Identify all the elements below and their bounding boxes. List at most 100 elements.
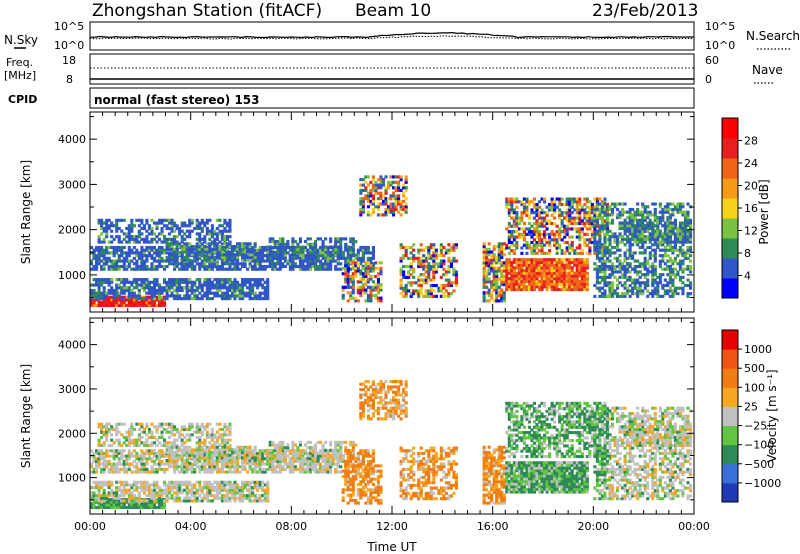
power-cell	[208, 237, 212, 241]
power-cell	[371, 288, 375, 292]
power-cell	[621, 207, 625, 212]
power-cell	[392, 194, 396, 198]
power-cell	[132, 286, 136, 290]
power-cell	[595, 286, 599, 290]
power-cell	[228, 267, 232, 271]
power-cell	[615, 248, 620, 252]
power-cell	[407, 256, 411, 260]
power-cell	[636, 229, 640, 233]
power-cell	[266, 254, 270, 258]
power-cell	[346, 264, 350, 269]
power-cell	[482, 285, 486, 289]
power-cell	[135, 267, 139, 271]
power-cell	[180, 258, 184, 262]
power-cell	[688, 248, 693, 252]
power-cell	[261, 251, 265, 255]
power-cell	[565, 224, 569, 228]
power-cell	[668, 245, 672, 250]
power-cell	[663, 278, 667, 282]
power-cell	[198, 221, 202, 225]
power-cell	[545, 266, 549, 270]
velocity-cell	[100, 503, 104, 507]
power-cell	[412, 243, 416, 247]
power-cell	[618, 294, 622, 298]
power-cell	[598, 197, 602, 201]
power-cell	[356, 299, 360, 303]
velocity-cell	[208, 483, 212, 487]
power-cell	[130, 251, 134, 255]
velocity-cell	[155, 498, 159, 502]
power-cell	[583, 216, 587, 220]
power-cell	[497, 242, 501, 246]
power-cell	[485, 261, 489, 265]
power-cell	[500, 253, 504, 257]
power-cell	[553, 258, 557, 262]
velocity-cell	[160, 488, 164, 492]
power-cell	[621, 292, 625, 296]
power-cell	[183, 264, 187, 269]
power-cell	[532, 288, 537, 292]
velocity-cell	[117, 500, 121, 504]
power-cell	[595, 248, 599, 252]
power-cell	[208, 280, 212, 284]
power-cell	[185, 262, 189, 266]
power-cell	[610, 289, 615, 293]
power-cell	[228, 288, 232, 293]
power-cell	[228, 229, 232, 233]
power-cell	[555, 277, 559, 281]
power-cell	[628, 283, 632, 288]
power-cell	[603, 207, 607, 212]
power-cell	[560, 221, 564, 226]
power-cell	[563, 269, 567, 273]
power-cell	[626, 216, 630, 220]
power-cell	[656, 292, 660, 296]
power-cell	[527, 279, 532, 283]
power-cell	[656, 216, 660, 220]
power-cell	[653, 278, 657, 282]
power-cell	[266, 280, 270, 284]
power-cell	[120, 245, 124, 250]
power-cell	[676, 210, 680, 214]
power-cell	[688, 221, 693, 225]
power-cell	[545, 282, 549, 286]
power-cell	[520, 200, 524, 204]
power-cell	[155, 280, 159, 284]
power-cell	[492, 258, 496, 262]
power-cell	[631, 254, 635, 258]
power-cell	[205, 297, 209, 301]
power-cell	[573, 258, 577, 262]
power-cell	[241, 245, 245, 249]
power-cell	[485, 264, 489, 268]
power-cell	[223, 283, 227, 287]
power-cell	[527, 288, 532, 292]
power-cell	[276, 253, 280, 257]
power-cell	[643, 267, 647, 271]
power-cell	[485, 258, 489, 262]
power-cell	[515, 224, 519, 228]
power-cell	[326, 259, 330, 263]
power-cell	[578, 219, 582, 223]
power-cell	[578, 211, 582, 215]
power-cell	[185, 288, 189, 293]
power-cell	[165, 224, 169, 228]
power-cell	[145, 254, 149, 258]
power-cell	[605, 202, 610, 207]
power-cell	[394, 207, 398, 212]
power-cell	[404, 178, 408, 182]
power-cell	[492, 255, 496, 260]
power-cell	[621, 262, 625, 266]
power-cell	[686, 202, 690, 206]
velocity-cell	[122, 503, 126, 507]
power-cell	[110, 264, 114, 269]
power-cell	[623, 224, 627, 228]
power-cell	[110, 303, 114, 307]
power-cell	[266, 286, 270, 290]
power-cell	[397, 197, 401, 201]
power-cell	[565, 240, 569, 245]
power-cell	[183, 237, 187, 241]
power-cell	[442, 267, 446, 271]
power-cell	[505, 197, 509, 201]
power-cell	[246, 247, 250, 251]
power-cell	[399, 273, 403, 277]
power-cell	[626, 289, 630, 293]
